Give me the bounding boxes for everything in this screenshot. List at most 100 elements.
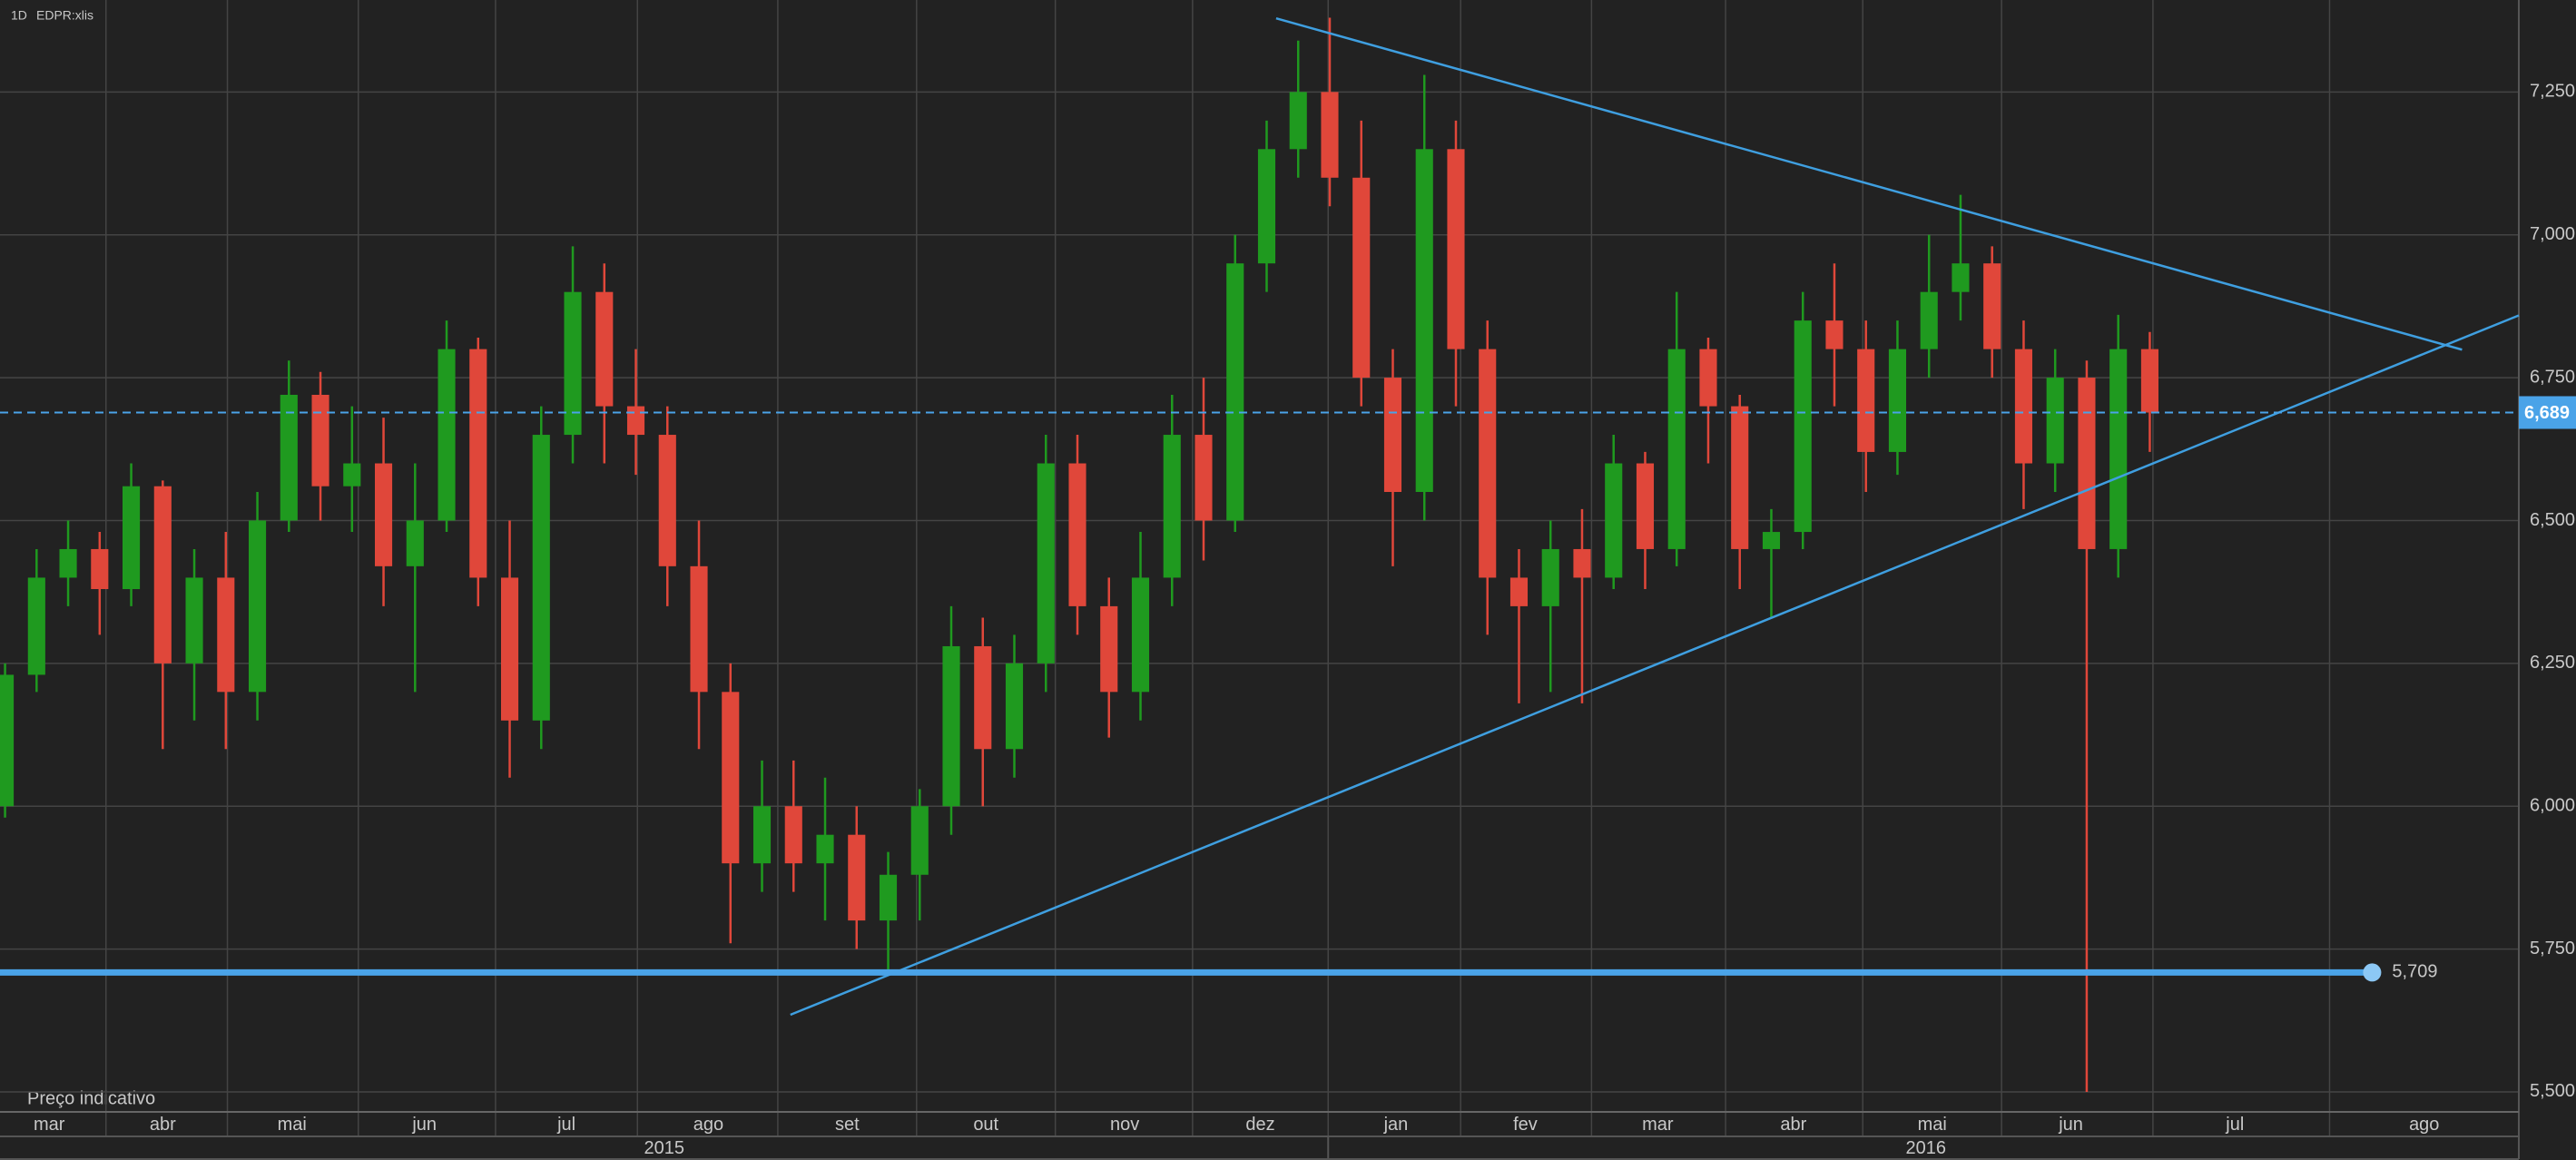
candle-body: [1541, 548, 1559, 606]
candle-body: [311, 394, 329, 487]
candle-body: [1825, 320, 1844, 349]
x-tick-label: jun: [2058, 1115, 2083, 1135]
candle-body: [626, 406, 645, 436]
footnote: Preço indicativo: [27, 1088, 155, 1108]
candle-body: [2078, 378, 2096, 549]
candle-body: [406, 520, 424, 566]
candle-body: [1352, 177, 1371, 378]
candle-body: [1037, 463, 1055, 664]
candle-body: [91, 548, 109, 590]
candle-body: [816, 834, 834, 864]
x-tick-label: fev: [1513, 1115, 1538, 1135]
trendline: [1275, 16, 2463, 351]
candle-body: [942, 645, 960, 807]
candle-body: [1257, 149, 1276, 264]
candle-body: [1794, 320, 1812, 533]
x-tick-label: dez: [1245, 1115, 1274, 1135]
candle-body: [974, 645, 992, 750]
x-tick-label: jul: [556, 1115, 575, 1135]
candle-body: [1100, 605, 1118, 693]
candle-body: [1509, 577, 1529, 606]
candle-body: [1573, 548, 1591, 578]
x-tick-label: set: [835, 1115, 860, 1135]
candle-body: [1731, 406, 1749, 549]
trendline: [790, 314, 2520, 1017]
candle-body: [1131, 577, 1150, 693]
candle-body: [2140, 349, 2159, 413]
candle-body: [1321, 92, 1339, 178]
candle-body: [1195, 435, 1213, 521]
y-tick-label: 6,000: [2530, 796, 2575, 816]
candle-body: [59, 548, 77, 578]
candle-body: [374, 463, 393, 566]
candle-body: [280, 394, 298, 521]
x-tick-label: abr: [1780, 1115, 1806, 1135]
candle-body: [1888, 349, 1907, 452]
y-tick-label: 7,250: [2530, 82, 2575, 102]
y-tick-label: 5,750: [2530, 939, 2575, 958]
candle-body: [185, 577, 203, 664]
candle-body: [248, 520, 267, 693]
x-tick-label: ago: [2409, 1115, 2439, 1135]
candle-body: [1415, 149, 1433, 492]
candle-body: [1920, 291, 1938, 349]
candle-body: [1447, 149, 1465, 349]
candle-body: [848, 834, 866, 921]
candle-body: [0, 674, 15, 807]
symbol: EDPR:xlis: [36, 8, 93, 23]
x-tick-label: mar: [34, 1115, 65, 1135]
y-tick-label: 6,750: [2530, 367, 2575, 387]
price-tag: [2519, 396, 2576, 429]
candle-body: [122, 486, 141, 590]
candle-body: [1952, 263, 1970, 292]
support-label: 5,709: [2392, 962, 2437, 982]
y-tick-label: 6,500: [2530, 510, 2575, 530]
candle-body: [910, 806, 929, 875]
candle-body: [2109, 349, 2128, 549]
candle-body: [1983, 263, 2001, 349]
y-tick-label: 5,500: [2530, 1081, 2575, 1101]
candle-body: [752, 806, 772, 864]
candle-body: [722, 692, 740, 864]
candle-body: [153, 486, 172, 664]
candle-body: [1383, 378, 1402, 492]
candle-body: [1289, 92, 1307, 150]
candle-body: [595, 291, 614, 407]
candle-body: [879, 874, 898, 921]
candle-body: [1005, 663, 1024, 750]
candle-body: [1762, 532, 1781, 549]
candle-body: [27, 577, 45, 675]
interval: 1D: [11, 8, 27, 23]
y-tick-label: 6,250: [2530, 653, 2575, 673]
x-tick-label: jan: [1383, 1115, 1409, 1135]
candle-body: [564, 291, 582, 436]
y-tick-label: 7,000: [2530, 224, 2575, 244]
candle-body: [1699, 349, 1717, 407]
candle-body: [343, 463, 361, 487]
candle-body: [500, 577, 519, 721]
candle-body: [1163, 435, 1181, 578]
candle-body: [690, 565, 708, 693]
candle-body: [784, 806, 802, 864]
support-marker: [2363, 963, 2382, 982]
x-tick-label: mar: [1642, 1115, 1674, 1135]
candle-body: [1667, 349, 1686, 549]
year-label: 2015: [644, 1138, 685, 1158]
candle-body: [217, 577, 235, 693]
candle-body: [532, 435, 550, 721]
candle-body: [438, 349, 456, 521]
x-tick-label: abr: [150, 1115, 176, 1135]
candle-body: [1605, 463, 1623, 578]
x-tick-label: nov: [1110, 1115, 1139, 1135]
x-tick-label: mai: [1918, 1115, 1947, 1135]
price-tag-label: 6,689: [2524, 403, 2570, 423]
candle-body: [1636, 463, 1655, 549]
x-tick-label: jun: [411, 1115, 437, 1135]
x-tick-label: ago: [693, 1115, 723, 1135]
candle-body: [1479, 349, 1497, 578]
candle-body: [1068, 463, 1086, 606]
year-label: 2016: [1905, 1138, 1946, 1158]
x-tick-label: out: [973, 1115, 998, 1135]
